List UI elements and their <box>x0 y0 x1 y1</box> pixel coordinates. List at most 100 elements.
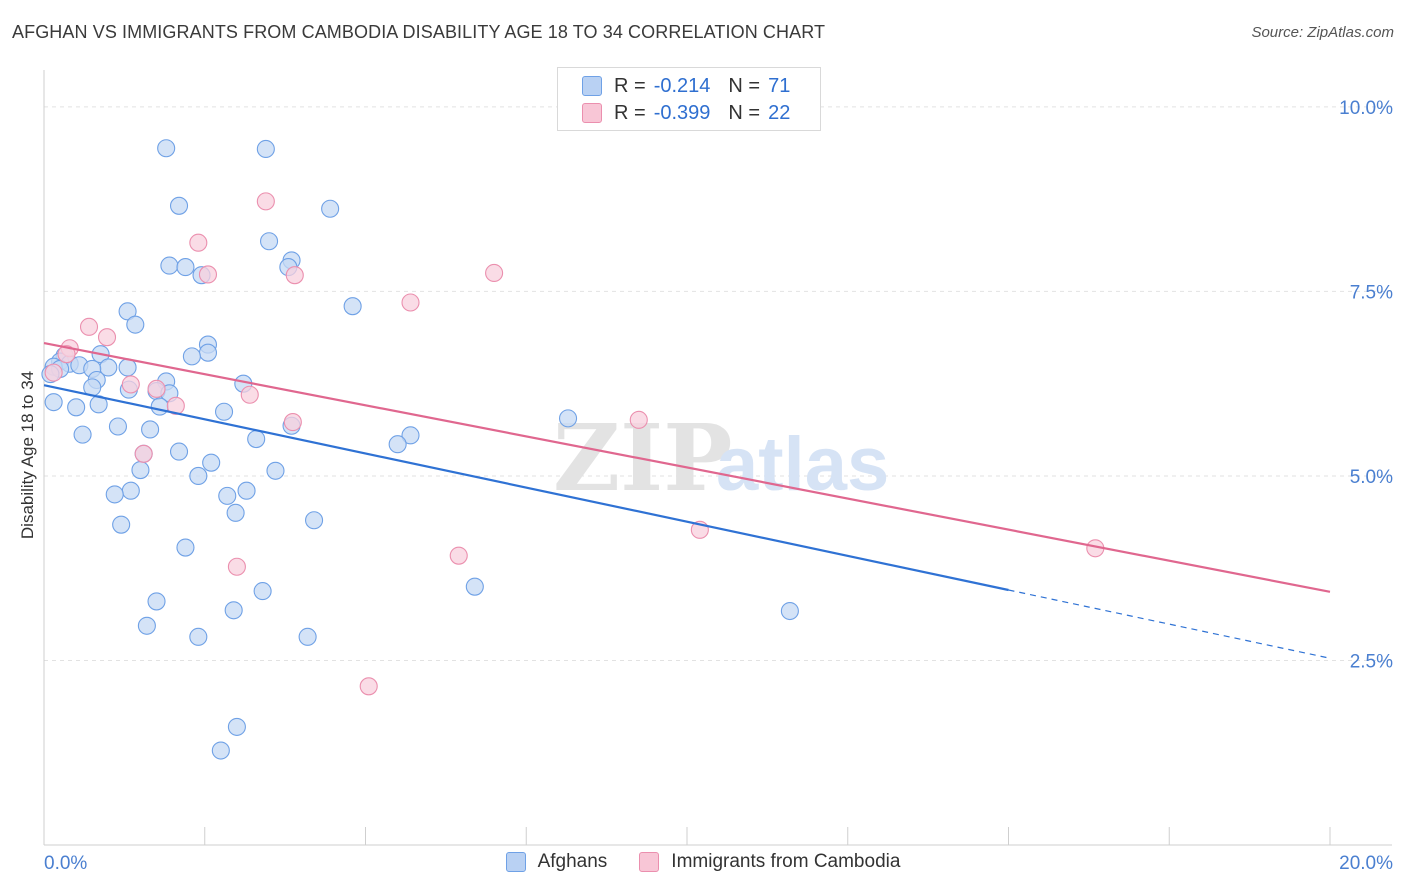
cambodia-point <box>359 677 378 696</box>
cambodia-point <box>79 317 99 336</box>
afghan-point <box>214 402 234 421</box>
afghan-point <box>227 717 246 736</box>
afghan-point <box>305 511 324 530</box>
y-axis-label: Disability Age 18 to 34 <box>18 370 37 540</box>
y-tick-label: 5.0% <box>1350 467 1393 488</box>
cambodia-point <box>147 379 166 398</box>
r-label: R = <box>614 101 646 124</box>
afghan-point <box>780 601 799 621</box>
afghan-point <box>131 460 150 480</box>
r-value-afghans: -0.214 <box>653 74 711 97</box>
legend-item-cambodia[interactable]: Immigrants from Cambodia <box>639 851 900 873</box>
cambodia-point <box>449 546 468 565</box>
r-label: R = <box>614 74 646 97</box>
cambodia-point <box>485 263 504 283</box>
afghan-point <box>157 139 176 158</box>
afghan-point <box>182 347 201 366</box>
afghan-point <box>266 461 285 480</box>
afghan-point <box>237 481 256 500</box>
cambodia-point <box>44 363 63 382</box>
afghan-point <box>259 232 279 251</box>
afghan-point <box>321 199 340 218</box>
afghan-point <box>211 741 230 760</box>
afghan-point <box>121 481 140 500</box>
cambodia-point <box>256 192 275 211</box>
afghan-point <box>147 592 166 611</box>
afghan-point <box>189 466 208 486</box>
afghan-point <box>137 616 156 635</box>
cambodia-point <box>401 293 420 312</box>
legend-swatch-cambodia <box>639 852 660 872</box>
afghan-point <box>198 343 218 362</box>
legend-label-afghans: Afghans <box>537 851 608 872</box>
cambodia-point <box>240 385 259 404</box>
afghan-point <box>343 297 362 316</box>
afghan-point <box>112 515 131 534</box>
afghan-point <box>298 627 317 646</box>
cambodia-point <box>227 557 246 576</box>
afghan-point <box>465 577 484 596</box>
afghan-point <box>226 503 245 522</box>
afghan-point <box>44 393 63 412</box>
cambodia-point <box>629 410 648 429</box>
afghan-point <box>176 538 195 557</box>
cambodia-point <box>57 345 76 364</box>
n-value-afghans: 71 <box>768 74 791 97</box>
legend-row-afghans: R = -0.214 N = 71 <box>582 73 790 99</box>
afghan-point <box>67 398 86 417</box>
cambodia-point <box>285 266 304 285</box>
cambodia-point <box>283 413 302 432</box>
n-label: N = <box>728 101 761 124</box>
afghan-point <box>256 139 275 159</box>
afghan-point <box>202 453 221 472</box>
afghan-point <box>247 429 266 449</box>
legend-label-cambodia: Immigrants from Cambodia <box>671 851 901 872</box>
afghan-point <box>118 302 137 321</box>
afghan-point <box>558 409 578 428</box>
y-tick-label: 10.0% <box>1339 98 1393 119</box>
cambodia-point <box>97 328 117 347</box>
afghan-point <box>169 196 189 215</box>
afghan-point <box>141 420 160 439</box>
x-tick-label: 20.0% <box>1339 853 1393 874</box>
cambodia-point <box>198 265 218 284</box>
x-tick-label: 0.0% <box>44 853 87 874</box>
legend-swatch-afghans <box>582 76 602 96</box>
afghan-point <box>176 258 195 277</box>
r-value-cambodia: -0.399 <box>653 101 711 124</box>
y-tick-label: 7.5% <box>1350 282 1393 303</box>
cambodia-point <box>134 444 153 463</box>
afghan-point <box>224 601 243 620</box>
chart-title: AFGHAN VS IMMIGRANTS FROM CAMBODIA DISAB… <box>12 22 826 42</box>
afghan-point <box>169 442 189 461</box>
n-value-cambodia: 22 <box>768 101 791 124</box>
afghan-point <box>189 627 208 646</box>
afghan-point <box>388 435 407 454</box>
legend-item-afghans[interactable]: Afghans <box>505 851 608 873</box>
afghan-point <box>126 315 145 334</box>
stats-legend: R = -0.214 N = 71 R = -0.399 N = 22 <box>557 67 821 131</box>
y-tick-label: 2.5% <box>1350 651 1393 672</box>
afghan-point <box>108 417 127 436</box>
watermark-atlas: atlas <box>716 422 889 507</box>
afghan-point <box>150 397 169 416</box>
afghan-point <box>105 485 124 504</box>
source-credit: Source: ZipAtlas.com <box>1251 24 1394 41</box>
afghan-point <box>401 426 420 445</box>
cambodia-trend-line <box>43 342 1331 593</box>
cambodia-point <box>166 396 185 415</box>
afghan-point <box>73 425 92 444</box>
legend-swatch-afghans <box>505 852 526 872</box>
legend-swatch-cambodia <box>582 103 602 123</box>
afghan-trend-extension <box>1008 589 1331 659</box>
series-legend: Afghans Immigrants from Cambodia <box>0 851 1406 873</box>
afghan-point <box>218 486 237 505</box>
n-label: N = <box>728 74 761 97</box>
afghan-point <box>253 582 272 601</box>
cambodia-point <box>189 233 208 252</box>
afghan-trend-line <box>43 384 1009 592</box>
cambodia-point <box>121 375 140 394</box>
afghan-point <box>160 256 179 275</box>
legend-row-cambodia: R = -0.399 N = 22 <box>582 100 790 126</box>
